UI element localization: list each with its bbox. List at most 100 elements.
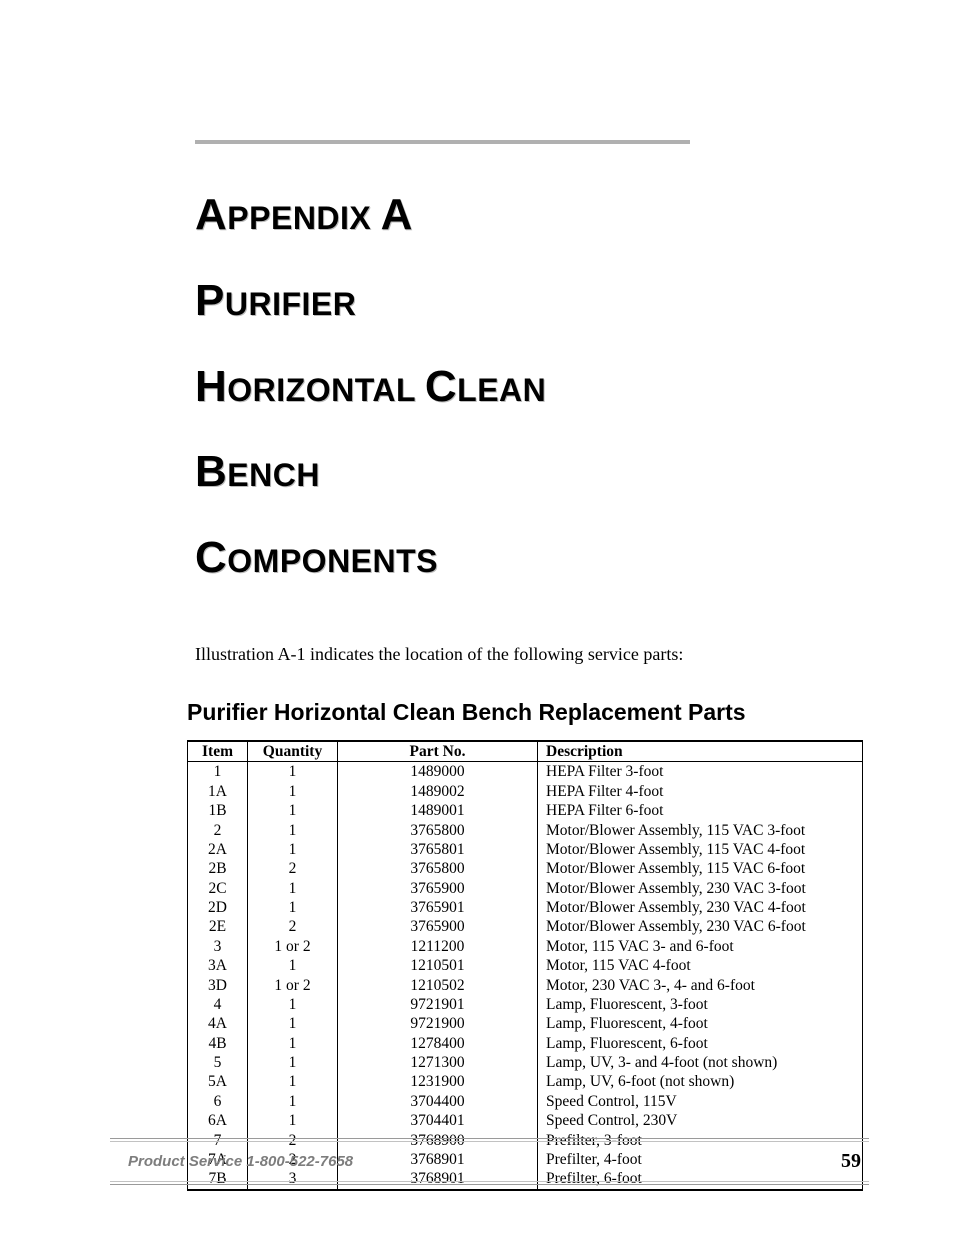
table-subtitle: Purifier Horizontal Clean Bench Replacem… — [187, 699, 859, 726]
appendix-title: APPENDIX APURIFIERHORIZONTAL CLEANBENCHC… — [195, 172, 859, 601]
table-cell: 9721900 — [338, 1014, 538, 1033]
table-cell: 1 — [248, 1034, 338, 1053]
table-cell: 1 — [248, 1053, 338, 1072]
table-cell: Motor, 230 VAC 3-, 4- and 6-foot — [538, 976, 863, 995]
table-cell: 2B — [188, 859, 248, 878]
table-cell: 4 — [188, 995, 248, 1014]
table-cell: 1278400 — [338, 1034, 538, 1053]
page-footer: Product Service 1-800-522-7658 59 — [110, 1138, 869, 1185]
table-cell: HEPA Filter 3-foot — [538, 762, 863, 782]
table-cell: Motor/Blower Assembly, 115 VAC 4-foot — [538, 840, 863, 859]
table-cell: Lamp, UV, 6-foot (not shown) — [538, 1072, 863, 1091]
table-cell: 1489001 — [338, 801, 538, 820]
table-cell: 1 — [248, 879, 338, 898]
table-cell: Motor, 115 VAC 3- and 6-foot — [538, 937, 863, 956]
table-row: 111489000HEPA Filter 3-foot — [188, 762, 863, 782]
table-row: 419721901Lamp, Fluorescent, 3-foot — [188, 995, 863, 1014]
col-header-part-no: Part No. — [338, 741, 538, 762]
title-line: PURIFIER — [195, 258, 859, 344]
table-cell: 1231900 — [338, 1072, 538, 1091]
table-header-row: Item Quantity Part No. Description — [188, 741, 863, 762]
table-cell: Motor/Blower Assembly, 115 VAC 6-foot — [538, 859, 863, 878]
table-cell: 1210502 — [338, 976, 538, 995]
table-cell: 2A — [188, 840, 248, 859]
table-row: 1B11489001HEPA Filter 6-foot — [188, 801, 863, 820]
table-cell: 1 — [188, 762, 248, 782]
table-cell: Motor, 115 VAC 4-foot — [538, 956, 863, 975]
table-cell: 1 — [248, 995, 338, 1014]
table-cell: 1 or 2 — [248, 937, 338, 956]
table-row: 511271300Lamp, UV, 3- and 4-foot (not sh… — [188, 1053, 863, 1072]
col-header-quantity: Quantity — [248, 741, 338, 762]
table-cell: 3765801 — [338, 840, 538, 859]
table-row: 613704400Speed Control, 115V — [188, 1092, 863, 1111]
replacement-parts-table: Item Quantity Part No. Description 11148… — [187, 740, 863, 1191]
table-cell: 1 — [248, 1111, 338, 1130]
table-cell: 3765901 — [338, 898, 538, 917]
table-cell: 2D — [188, 898, 248, 917]
table-cell: 3A — [188, 956, 248, 975]
intro-paragraph: Illustration A-1 indicates the location … — [195, 641, 859, 667]
table-cell: Motor/Blower Assembly, 230 VAC 6-foot — [538, 917, 863, 936]
table-cell: HEPA Filter 6-foot — [538, 801, 863, 820]
table-cell: 1A — [188, 782, 248, 801]
table-cell: 3D — [188, 976, 248, 995]
table-cell: Lamp, Fluorescent, 6-foot — [538, 1034, 863, 1053]
table-cell: Motor/Blower Assembly, 230 VAC 3-foot — [538, 879, 863, 898]
table-row: 5A11231900Lamp, UV, 6-foot (not shown) — [188, 1072, 863, 1091]
table-cell: 1 — [248, 898, 338, 917]
table-cell: 1489002 — [338, 782, 538, 801]
table-cell: 6 — [188, 1092, 248, 1111]
table-cell: 1 — [248, 956, 338, 975]
table-cell: Speed Control, 115V — [538, 1092, 863, 1111]
table-cell: 1 — [248, 1092, 338, 1111]
col-header-description: Description — [538, 741, 863, 762]
table-cell: 3704401 — [338, 1111, 538, 1130]
table-cell: Speed Control, 230V — [538, 1111, 863, 1130]
table-cell: 1210501 — [338, 956, 538, 975]
table-cell: 1211200 — [338, 937, 538, 956]
title-line: HORIZONTAL CLEAN — [195, 344, 859, 430]
table-cell: 1 or 2 — [248, 976, 338, 995]
table-cell: 3 — [188, 937, 248, 956]
table-row: 2D13765901Motor/Blower Assembly, 230 VAC… — [188, 898, 863, 917]
table-row: 1A11489002HEPA Filter 4-foot — [188, 782, 863, 801]
table-cell: 3704400 — [338, 1092, 538, 1111]
table-row: 3D1 or 21210502Motor, 230 VAC 3-, 4- and… — [188, 976, 863, 995]
col-header-item: Item — [188, 741, 248, 762]
table-cell: 5A — [188, 1072, 248, 1091]
table-cell: 1 — [248, 782, 338, 801]
table-cell: 5 — [188, 1053, 248, 1072]
table-cell: HEPA Filter 4-foot — [538, 782, 863, 801]
table-cell: Lamp, Fluorescent, 3-foot — [538, 995, 863, 1014]
table-cell: 2C — [188, 879, 248, 898]
table-cell: 1271300 — [338, 1053, 538, 1072]
table-cell: 3765900 — [338, 917, 538, 936]
title-line: APPENDIX A — [195, 172, 859, 258]
table-row: 3A11210501Motor, 115 VAC 4-foot — [188, 956, 863, 975]
table-cell: 2 — [248, 917, 338, 936]
top-horizontal-rule — [195, 140, 690, 144]
table-cell: 9721901 — [338, 995, 538, 1014]
footer-rule-bottom-light — [110, 1181, 869, 1182]
table-cell: Lamp, Fluorescent, 4-foot — [538, 1014, 863, 1033]
table-cell: 2 — [188, 821, 248, 840]
table-row: 4B11278400Lamp, Fluorescent, 6-foot — [188, 1034, 863, 1053]
table-cell: 2E — [188, 917, 248, 936]
table-row: 2C13765900Motor/Blower Assembly, 230 VAC… — [188, 879, 863, 898]
table-row: 31 or 21211200Motor, 115 VAC 3- and 6-fo… — [188, 937, 863, 956]
table-cell: 3765800 — [338, 821, 538, 840]
table-cell: 3765900 — [338, 879, 538, 898]
table-cell: 1 — [248, 801, 338, 820]
table-row: 2E23765900Motor/Blower Assembly, 230 VAC… — [188, 917, 863, 936]
table-cell: Motor/Blower Assembly, 115 VAC 3-foot — [538, 821, 863, 840]
title-line: BENCH — [195, 429, 859, 515]
table-cell: Motor/Blower Assembly, 230 VAC 4-foot — [538, 898, 863, 917]
table-row: 4A19721900Lamp, Fluorescent, 4-foot — [188, 1014, 863, 1033]
table-row: 2A13765801Motor/Blower Assembly, 115 VAC… — [188, 840, 863, 859]
table-cell: 2 — [248, 859, 338, 878]
table-cell: 3765800 — [338, 859, 538, 878]
table-cell: 1 — [248, 840, 338, 859]
table-cell: 1489000 — [338, 762, 538, 782]
table-row: 2B23765800Motor/Blower Assembly, 115 VAC… — [188, 859, 863, 878]
